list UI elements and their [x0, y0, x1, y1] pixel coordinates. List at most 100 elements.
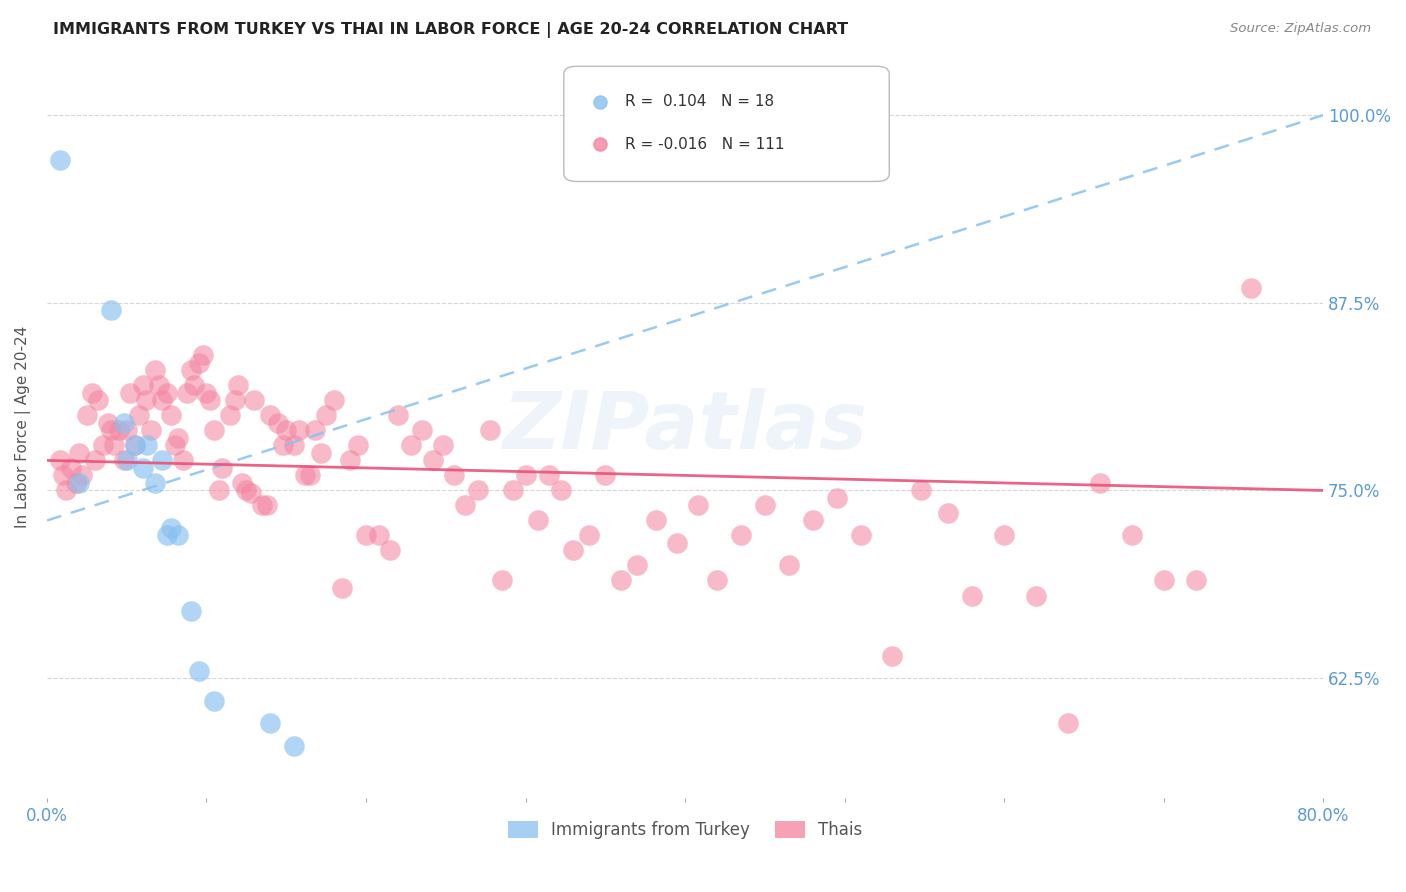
Point [148, 378, 170, 392]
Point [645, 513, 668, 527]
Point [180, 363, 202, 377]
Text: R = -0.016   N = 111: R = -0.016 N = 111 [626, 136, 785, 152]
Point [156, 528, 179, 542]
Point [112, 453, 135, 467]
Point [1153, 574, 1175, 588]
Point [283, 739, 305, 753]
Point [163, 438, 186, 452]
Point [443, 468, 465, 483]
Point [70, 468, 93, 483]
Point [198, 393, 221, 408]
Point [730, 528, 752, 542]
Point [112, 416, 135, 430]
Point [993, 528, 1015, 542]
Point [550, 483, 572, 498]
Point [1184, 574, 1206, 588]
Point [288, 424, 311, 438]
Point [454, 499, 477, 513]
Point [124, 438, 146, 452]
Point [626, 558, 648, 573]
Point [76, 409, 98, 423]
Point [231, 475, 253, 490]
Point [283, 438, 305, 452]
Point [1088, 475, 1111, 490]
FancyBboxPatch shape [564, 66, 889, 181]
Point [243, 393, 266, 408]
Point [367, 528, 389, 542]
Point [67, 446, 90, 460]
Point [59, 461, 82, 475]
Point [1240, 281, 1263, 295]
Point [256, 499, 278, 513]
Text: ZIPatlas: ZIPatlas [502, 388, 868, 466]
Point [107, 424, 129, 438]
Point [160, 521, 183, 535]
Point [235, 483, 257, 498]
Point [347, 438, 370, 452]
Point [502, 483, 524, 498]
Point [467, 483, 489, 498]
Point [271, 438, 294, 452]
Point [387, 409, 409, 423]
Point [610, 574, 633, 588]
Point [727, 202, 749, 217]
Point [128, 409, 150, 423]
Point [491, 574, 513, 588]
Point [259, 409, 281, 423]
Point [330, 581, 353, 595]
Y-axis label: In Labor Force | Age 20-24: In Labor Force | Age 20-24 [15, 326, 31, 528]
Point [304, 424, 326, 438]
Point [150, 453, 173, 467]
Point [294, 468, 316, 483]
Point [208, 483, 231, 498]
Point [1025, 589, 1047, 603]
Point [224, 393, 246, 408]
Point [124, 438, 146, 452]
Point [378, 543, 401, 558]
Point [103, 438, 125, 452]
Point [960, 589, 983, 603]
Point [87, 393, 110, 408]
Point [67, 475, 90, 490]
Point [578, 528, 600, 542]
Point [399, 438, 422, 452]
Point [849, 528, 872, 542]
Point [166, 431, 188, 445]
Point [323, 393, 346, 408]
Point [936, 506, 959, 520]
Point [150, 393, 173, 408]
Point [727, 288, 749, 302]
Point [176, 385, 198, 400]
Point [267, 416, 290, 430]
Point [228, 378, 250, 392]
Point [562, 543, 585, 558]
Point [131, 461, 153, 475]
Point [778, 558, 800, 573]
Point [422, 453, 444, 467]
Point [65, 475, 87, 490]
Text: Source: ZipAtlas.com: Source: ZipAtlas.com [1230, 22, 1371, 36]
Point [276, 424, 298, 438]
Point [131, 378, 153, 392]
Point [55, 483, 77, 498]
Point [666, 536, 689, 550]
Point [52, 468, 75, 483]
Point [139, 424, 162, 438]
Point [479, 424, 502, 438]
Point [115, 424, 138, 438]
Point [166, 528, 188, 542]
Point [204, 424, 226, 438]
Point [145, 475, 167, 490]
Point [180, 603, 202, 617]
Point [527, 513, 550, 527]
Point [825, 491, 848, 505]
Point [211, 461, 233, 475]
Point [100, 303, 122, 318]
Point [83, 453, 105, 467]
Point [515, 468, 537, 483]
Point [195, 385, 218, 400]
Point [315, 409, 337, 423]
Point [910, 483, 932, 498]
Point [136, 438, 159, 452]
Legend: Immigrants from Turkey, Thais: Immigrants from Turkey, Thais [501, 814, 869, 846]
